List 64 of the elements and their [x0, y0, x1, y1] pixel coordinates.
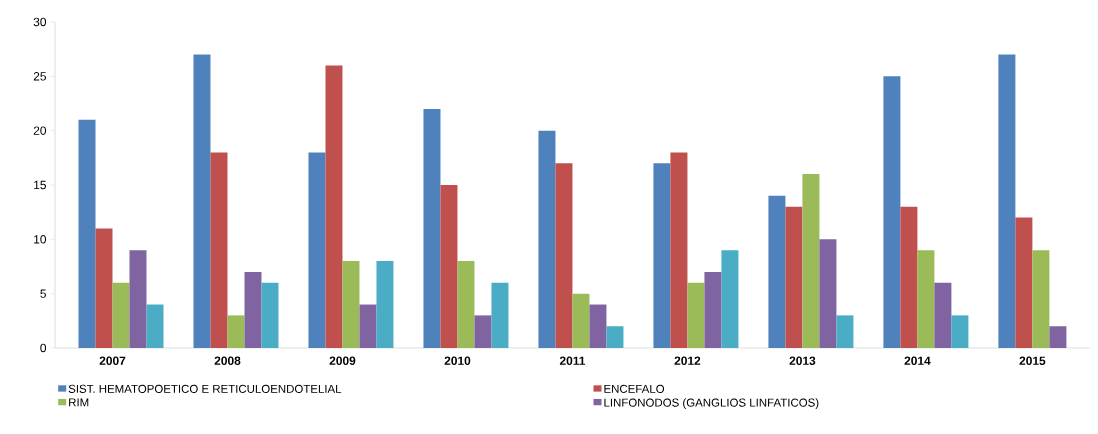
- bar: [653, 163, 671, 348]
- bar: [900, 206, 918, 348]
- legend-label: LINFONODOS (GANGLIOS LINFATICOS): [604, 398, 819, 409]
- y-tick-label: 20: [33, 126, 47, 135]
- y-tick-label: 0: [40, 343, 47, 353]
- bar: [474, 315, 492, 348]
- bar: [146, 304, 164, 348]
- bar: [951, 315, 969, 348]
- bar: [687, 282, 705, 348]
- bar: [227, 315, 245, 348]
- x-tick-label: 2009: [329, 356, 356, 365]
- y-tick-label: 5: [40, 289, 46, 298]
- bar: [376, 261, 394, 348]
- bar: [670, 152, 688, 348]
- bar: [210, 152, 228, 348]
- bar: [359, 304, 377, 348]
- bar: [836, 315, 854, 348]
- bar: [1032, 250, 1050, 348]
- y-tick-label: 10: [34, 235, 47, 244]
- bar: [917, 250, 935, 348]
- bar: [934, 282, 952, 348]
- bar: [721, 250, 739, 348]
- x-tick-label: 2008: [214, 356, 241, 365]
- bar: [802, 174, 820, 348]
- bar: [883, 76, 901, 348]
- x-tick-label: 2011: [559, 356, 586, 365]
- x-tick-label: 2014: [904, 356, 931, 365]
- legend-label: SIST. HEMATOPOETICO E RETICULOENDOTELIAL: [68, 384, 342, 393]
- bar: [606, 326, 624, 348]
- bar: [998, 54, 1016, 348]
- bar: [440, 184, 458, 348]
- bar: [555, 163, 573, 348]
- bar: [261, 282, 279, 348]
- bar: [819, 239, 837, 348]
- x-tick-label: 2013: [789, 356, 816, 365]
- bar: [244, 271, 262, 348]
- y-tick-label: 25: [33, 72, 46, 81]
- legend-label: ENCEFALO: [604, 384, 665, 393]
- y-tick-label: 15: [34, 180, 46, 190]
- bar: [325, 65, 343, 348]
- bar: [785, 206, 803, 348]
- bar: [589, 304, 607, 348]
- x-tick-label: 2012: [674, 356, 701, 365]
- bar: [78, 119, 96, 348]
- bar: [457, 261, 475, 348]
- legend-label: RIM: [69, 398, 89, 407]
- bar: [572, 293, 590, 348]
- bar: [704, 271, 722, 348]
- x-tick-label: 2015: [1019, 356, 1046, 365]
- x-tick-label: 2007: [99, 356, 126, 365]
- x-tick-label: 2010: [444, 356, 471, 365]
- y-tick-label: 30: [33, 17, 47, 27]
- bar: [308, 152, 326, 348]
- bar: [423, 108, 441, 348]
- bar: [112, 282, 130, 348]
- bar: [1049, 326, 1067, 348]
- bar: [491, 282, 509, 348]
- bar: [95, 228, 113, 348]
- bar: [768, 195, 786, 348]
- bar: [342, 261, 360, 348]
- bar: [1015, 217, 1033, 348]
- bar: [129, 250, 147, 348]
- bar: [193, 54, 211, 348]
- bar: [538, 130, 556, 348]
